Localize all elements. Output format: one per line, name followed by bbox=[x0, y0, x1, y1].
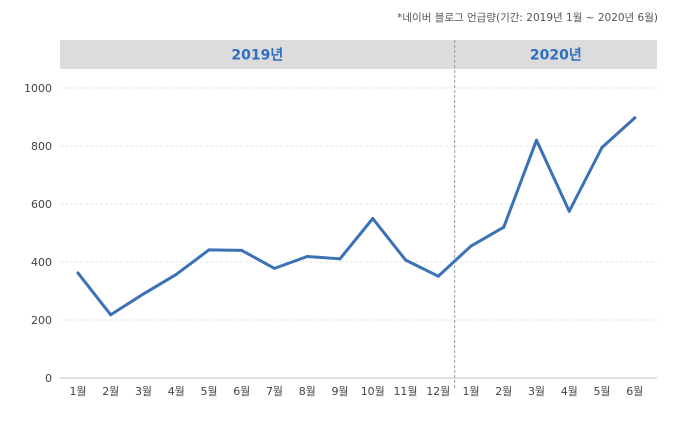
x-tick-label: 4월 bbox=[561, 385, 578, 398]
y-tick-label: 400 bbox=[31, 256, 52, 269]
data-point bbox=[174, 272, 178, 276]
year-label-1: 2019년 bbox=[231, 48, 283, 64]
x-axis-tick-labels: 1월 2월 3월 4월 5월 6월 7월 8월 9월 10월 11월 12월 1월 2월 3월 4월 5월 6월 bbox=[69, 385, 643, 398]
x-tick-label: 3월 bbox=[135, 385, 152, 398]
data-point bbox=[76, 271, 80, 275]
data-point bbox=[600, 145, 604, 149]
x-tick-label: 4월 bbox=[168, 385, 185, 398]
year-label-2: 2020년 bbox=[530, 48, 582, 64]
data-point bbox=[371, 217, 375, 220]
data-point bbox=[109, 313, 113, 317]
x-tick-label: 7월 bbox=[266, 385, 283, 398]
year-header-band: 2019년 2020년 bbox=[60, 40, 657, 69]
x-tick-label: 10월 bbox=[361, 385, 385, 398]
series-line-1 bbox=[76, 116, 637, 317]
x-tick-label: 1월 bbox=[69, 385, 86, 398]
x-tick-label: 3월 bbox=[528, 385, 545, 398]
x-tick-label: 5월 bbox=[200, 385, 217, 398]
y-tick-label: 600 bbox=[31, 198, 52, 211]
data-point bbox=[469, 244, 473, 248]
data-point bbox=[338, 257, 342, 261]
y-tick-label: 0 bbox=[45, 372, 52, 385]
data-point bbox=[633, 116, 637, 120]
data-point bbox=[567, 209, 571, 213]
data-point bbox=[305, 254, 309, 258]
x-tick-label: 12월 bbox=[426, 385, 450, 398]
data-point bbox=[404, 258, 407, 262]
x-tick-label: 6월 bbox=[233, 385, 250, 398]
x-tick-label: 11월 bbox=[393, 385, 417, 398]
x-tick-label: 2월 bbox=[102, 385, 119, 398]
y-tick-label: 1000 bbox=[24, 82, 52, 95]
data-point bbox=[535, 138, 538, 142]
y-tick-label: 800 bbox=[31, 140, 52, 153]
year-band-background bbox=[60, 40, 657, 69]
data-point bbox=[240, 248, 244, 252]
x-tick-label: 8월 bbox=[299, 385, 316, 398]
data-point bbox=[273, 266, 276, 270]
x-tick-label: 9월 bbox=[331, 385, 348, 398]
x-tick-label: 6월 bbox=[626, 385, 643, 398]
gridlines bbox=[60, 40, 657, 388]
data-point bbox=[436, 274, 440, 278]
series-lines bbox=[76, 116, 637, 317]
x-tick-label: 2월 bbox=[495, 385, 512, 398]
data-point bbox=[207, 248, 211, 252]
data-point bbox=[142, 292, 145, 296]
x-tick-label: 1월 bbox=[462, 385, 479, 398]
source-note: *네이버 블로그 언급량(기간: 2019년 1월 ~ 2020년 6월) bbox=[397, 12, 658, 24]
y-tick-label: 200 bbox=[31, 314, 52, 327]
data-point bbox=[502, 225, 506, 229]
y-axis-tick-labels: 0 200 400 600 800 1000 bbox=[24, 82, 52, 385]
x-tick-label: 5월 bbox=[593, 385, 610, 398]
